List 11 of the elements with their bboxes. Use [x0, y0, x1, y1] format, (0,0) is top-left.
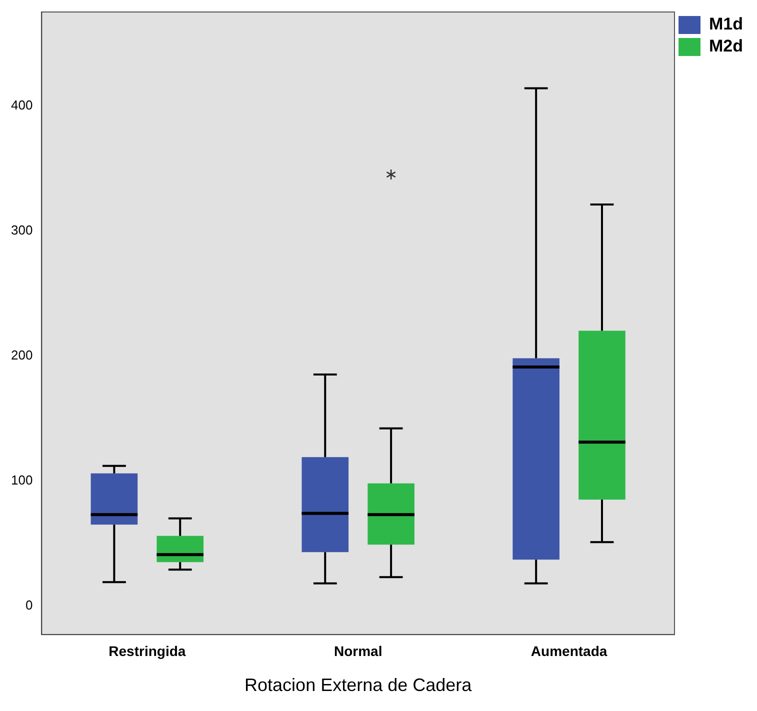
- x-tick-label: Restringida: [108, 642, 186, 659]
- x-tick-label: Aumentada: [530, 642, 608, 659]
- x-tick-label: Normal: [334, 642, 382, 659]
- legend-label: M2d: [709, 36, 743, 56]
- y-tick-label: 100: [10, 472, 33, 488]
- legend-label: M1d: [709, 14, 743, 34]
- y-tick-label: 0: [25, 597, 33, 612]
- y-tick-label: 200: [10, 347, 33, 362]
- y-tick-label: 300: [10, 222, 33, 238]
- x-axis-title: Rotacion Externa de Cadera: [244, 675, 473, 696]
- y-tick-label: 400: [10, 97, 33, 112]
